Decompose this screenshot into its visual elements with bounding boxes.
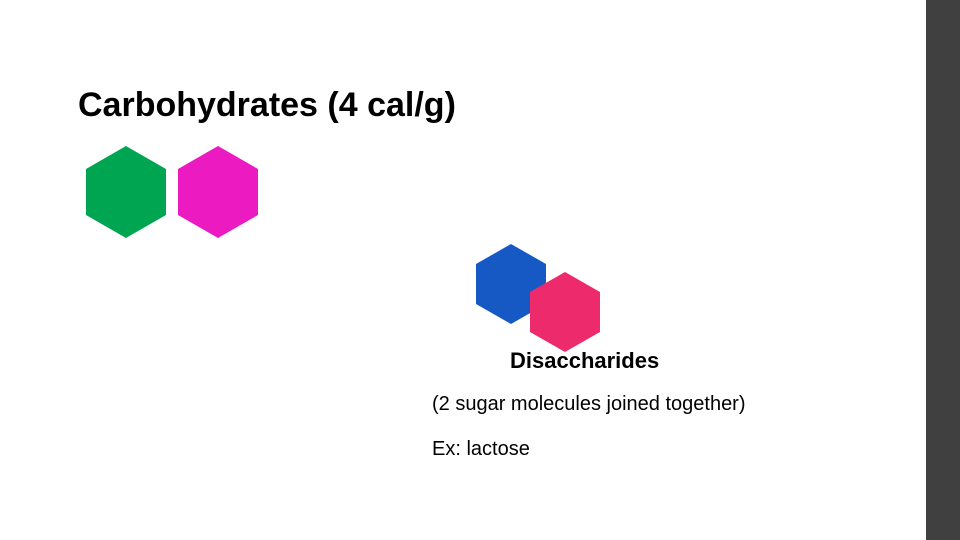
section-subtitle: Disaccharides xyxy=(510,348,659,374)
slide-accent-sidebar xyxy=(926,0,960,540)
hexagon-green-icon xyxy=(86,146,166,238)
slide-title: Carbohydrates (4 cal/g) xyxy=(78,86,456,125)
hexagon-magenta-icon xyxy=(178,146,258,238)
section-example: Ex: lactose xyxy=(432,438,530,461)
section-description: (2 sugar molecules joined together) xyxy=(432,393,746,416)
